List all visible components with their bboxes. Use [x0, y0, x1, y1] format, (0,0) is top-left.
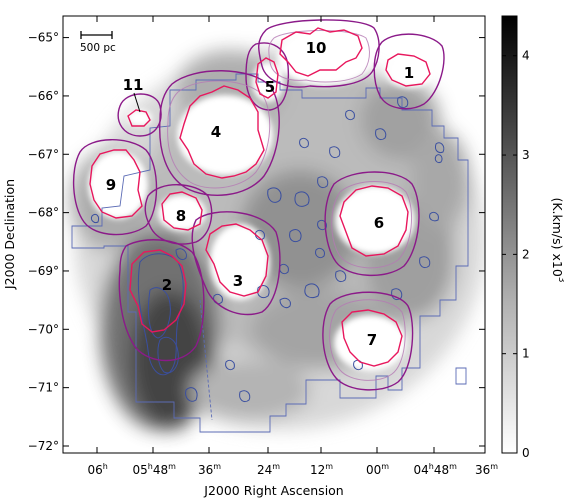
- supershell-contours: [89, 27, 431, 367]
- y-tick-label: −67°: [28, 147, 59, 161]
- region-label-1: 1: [404, 64, 414, 82]
- region-label-2: 2: [162, 276, 172, 294]
- x-tick-label: 24m: [257, 462, 280, 477]
- region-label-3: 3: [233, 272, 243, 290]
- colorbar-tick-labels: 0 1 2 3 4: [522, 49, 530, 460]
- x-tick-label: 06h: [88, 462, 108, 477]
- hi-intensity-image: [63, 16, 485, 453]
- colorbar-gradient: [501, 15, 518, 454]
- y-tick-labels: −65° −66° −67° −68° −69° −70° −71° −72°: [28, 31, 59, 453]
- y-tick-label: −65°: [28, 31, 59, 45]
- x-tick-label: 05h48m: [133, 462, 177, 477]
- plot-frame: [62, 15, 486, 454]
- region-label-5: 5: [265, 78, 275, 96]
- region-11-leader: [133, 92, 141, 113]
- y-axis-title: J2000 Declination: [2, 179, 17, 290]
- colorbar: 0 1 2 3 4 (K.km/s) x103: [501, 15, 564, 460]
- x-tick-label: 12m: [310, 462, 333, 477]
- colorbar-exponent: 3: [556, 277, 564, 283]
- y-tick-label: −70°: [28, 322, 59, 336]
- axis-ticks: [63, 16, 485, 453]
- y-tick-label: −66°: [28, 89, 59, 103]
- colorbar-tick-label: 2: [522, 247, 530, 261]
- region-label-11: 11: [123, 76, 144, 94]
- x-tick-label: 04h48m: [414, 462, 458, 477]
- region-label-6: 6: [374, 214, 384, 232]
- region-label-8: 8: [176, 207, 186, 225]
- x-axis-title: J2000 Right Ascension: [203, 483, 343, 498]
- y-tick-label: −71°: [28, 381, 59, 395]
- supershell-boundaries: [72, 19, 445, 391]
- region-labels: 10 1 5 4 11 9 8 6 3 2 7: [106, 39, 414, 349]
- colorbar-tick-label: 4: [522, 49, 530, 63]
- x-tick-label: 36m: [198, 462, 221, 477]
- region-label-4: 4: [211, 123, 221, 141]
- y-tick-label: −68°: [28, 206, 59, 220]
- region-label-9: 9: [106, 176, 116, 194]
- y-tick-label: −69°: [28, 264, 59, 278]
- scale-bar: 500 pc: [80, 31, 116, 54]
- colorbar-tick-label: 0: [522, 446, 530, 460]
- y-tick-label: −72°: [28, 439, 59, 453]
- region-label-10: 10: [306, 39, 327, 57]
- region-label-7: 7: [367, 331, 377, 349]
- colorbar-ticks: [502, 55, 517, 454]
- colorbar-tick-label: 3: [522, 148, 530, 162]
- x-tick-label: 00m: [366, 462, 389, 477]
- colorbar-tick-label: 1: [522, 347, 530, 361]
- scale-bar-label: 500 pc: [80, 42, 116, 54]
- x-tick-labels: 06h 05h48m 36m 24m 12m 00m 04h48m 36m: [88, 462, 499, 477]
- colorbar-label: (K.km/s) x103: [550, 197, 564, 282]
- x-tick-label: 36m: [475, 462, 498, 477]
